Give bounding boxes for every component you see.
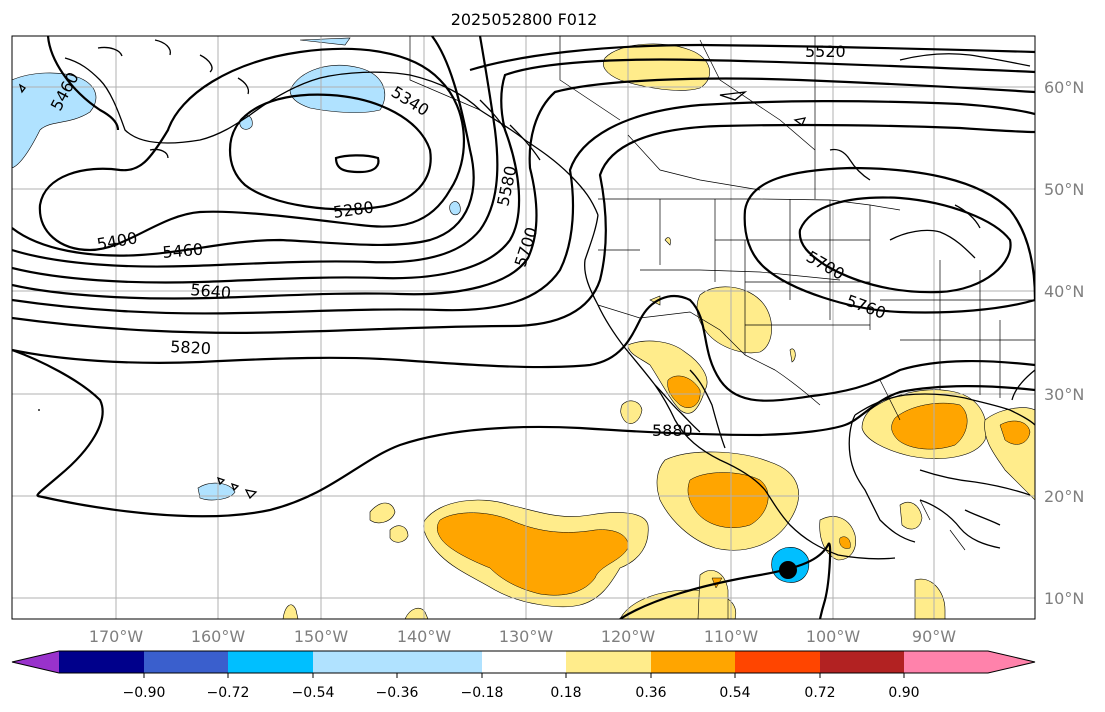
lon-label: 130°W [499, 627, 554, 646]
contour-5880-main [12, 348, 1035, 518]
contour-label: 5520 [805, 42, 846, 61]
lon-label: 100°W [806, 627, 861, 646]
contour-5640 [12, 77, 1035, 300]
colorbar-segment [228, 651, 313, 673]
colorbar-segment [820, 651, 904, 673]
colorbar-extend-high [988, 651, 1035, 673]
colorbar-segment [397, 651, 482, 673]
lon-label: 140°W [397, 627, 452, 646]
colorbar-tick-label: −0.54 [292, 685, 335, 701]
colorbar-tick-label: −0.90 [123, 685, 166, 701]
colorbar-tick-label: −0.18 [461, 685, 504, 701]
colorbar-segment [566, 651, 651, 673]
colorbar-segment [482, 651, 566, 673]
contour-5520-north [469, 43, 1035, 72]
coastlines [18, 39, 1035, 560]
lat-label: 60°N [1044, 78, 1084, 97]
colorbar-extend-low [12, 651, 59, 673]
shading-positive-medium [437, 375, 1031, 596]
latitude-labels: 60°N 50°N 40°N 30°N 20°N 10°N [1044, 78, 1084, 608]
contour-5760 [12, 123, 1035, 334]
lat-label: 10°N [1044, 589, 1084, 608]
contour-label: 5880 [652, 421, 693, 440]
contour-5700-ring [798, 196, 1012, 294]
colorbar-outline [11, 650, 1036, 674]
contour-5400 [38, 47, 465, 252]
lat-label: 30°N [1044, 385, 1084, 404]
colorbar-segment [59, 651, 144, 673]
contour-label: 5460 [162, 240, 204, 262]
colorbar-tick-label: −0.36 [376, 685, 419, 701]
colorbar-tick-label: 0.18 [550, 685, 581, 701]
colorbar-tick-label: 0.54 [719, 685, 750, 701]
colorbar-tick-label: 0.90 [888, 685, 919, 701]
contour-5460 [12, 36, 475, 257]
contour-5580 [12, 58, 1035, 284]
political-borders [409, 36, 1035, 551]
map-frame [11, 35, 1036, 620]
colorbar-segment [313, 651, 397, 673]
contour-5340 [228, 93, 432, 211]
colorbar-segment [651, 651, 735, 673]
height-contours [12, 36, 1035, 619]
colorbar-segment [144, 651, 228, 673]
contour-label: 5640 [190, 280, 232, 302]
colorbar-tick-label: 0.72 [804, 685, 835, 701]
contour-label: 5820 [170, 337, 212, 358]
shading-negative-light [12, 37, 461, 501]
colorbar: −0.90 −0.72 −0.54 −0.36 −0.18 0.18 0.36 … [11, 650, 1036, 701]
colorbar-segment [735, 651, 820, 673]
lat-label: 20°N [1044, 487, 1084, 506]
lon-label: 160°W [191, 627, 246, 646]
lon-label: 90°W [912, 627, 956, 646]
contour-5820 [12, 295, 1035, 402]
colorbar-segment [904, 651, 988, 673]
lon-label: 170°W [89, 627, 144, 646]
contour-5520 [12, 36, 499, 268]
lon-label: 150°W [294, 627, 349, 646]
contour-5880-south [619, 542, 832, 619]
lat-label: 50°N [1044, 180, 1084, 199]
lon-label: 120°W [601, 627, 656, 646]
contour-5280 [334, 154, 380, 174]
lat-label: 40°N [1044, 282, 1084, 301]
contour-5460-ak [46, 36, 120, 131]
lon-label: 110°W [704, 627, 759, 646]
colorbar-tick-label: −0.72 [207, 685, 250, 701]
colorbar-tick-label: 0.36 [635, 685, 666, 701]
longitude-labels: 170°W 160°W 150°W 140°W 130°W 120°W 110°… [89, 627, 956, 646]
graticule [12, 36, 1035, 619]
contour-5700 [12, 100, 1035, 315]
colorbar-ticks [143, 673, 905, 678]
chart-title: 2025052800 F012 [450, 10, 598, 29]
